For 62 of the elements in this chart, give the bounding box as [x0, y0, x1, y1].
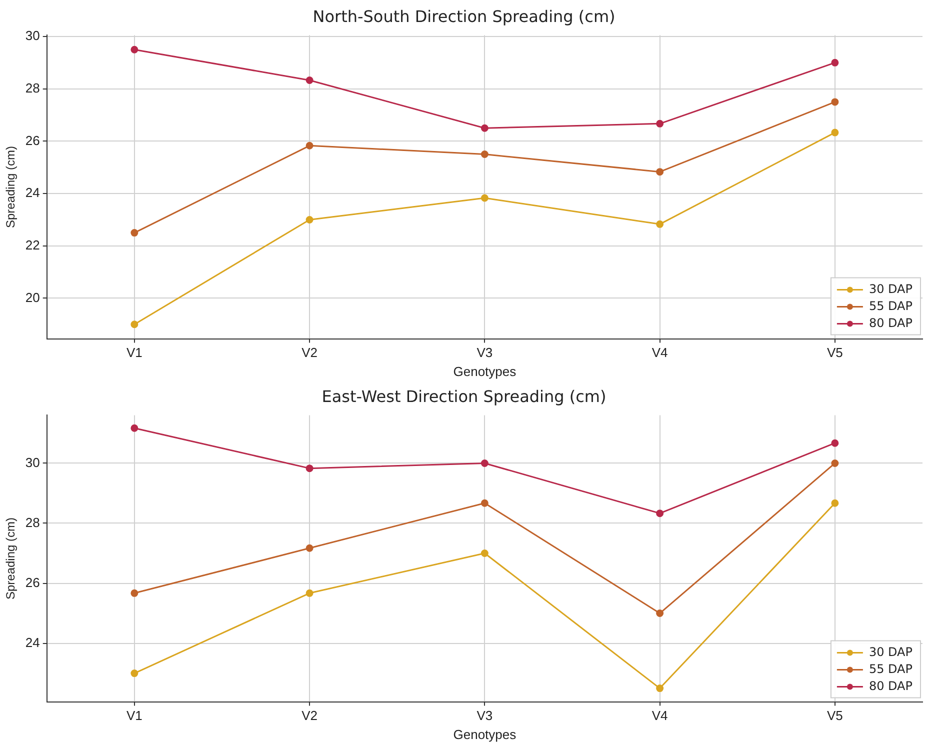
x-tick-label: V4: [652, 708, 668, 724]
point: [656, 168, 664, 176]
point: [831, 128, 839, 136]
point: [831, 98, 839, 106]
legend-label: 80 DAP: [868, 678, 913, 693]
point: [480, 550, 488, 557]
y-tick-label: 28: [25, 514, 40, 530]
legend-label: 55 DAP: [868, 662, 913, 676]
point: [831, 499, 839, 507]
x-tick-label: V2: [302, 345, 318, 360]
point: [306, 464, 314, 472]
point: [130, 670, 138, 678]
legend-label: 55 DAP: [868, 298, 913, 313]
y-axis-title: Spreading (cm): [4, 146, 18, 228]
legend-label: 30 DAP: [868, 282, 913, 296]
point: [656, 120, 664, 128]
y-tick-label: 26: [25, 574, 40, 590]
x-tick-label: V3: [476, 345, 493, 360]
point: [831, 459, 839, 467]
y-axis-title: Spreading (cm): [4, 517, 18, 600]
point: [480, 150, 488, 158]
point: [656, 510, 664, 518]
x-tick-label: V2: [302, 708, 318, 724]
y-tick-label: 22: [25, 237, 40, 252]
point: [306, 142, 314, 150]
y-tick-label: 26: [25, 132, 40, 148]
legend-label: 80 DAP: [868, 316, 913, 330]
y-tick-label: 24: [25, 634, 40, 650]
legend-label: 30 DAP: [868, 644, 913, 659]
x-tick-label: V4: [652, 345, 668, 360]
point: [656, 220, 664, 228]
chart-title: East-West Direction Spreading (cm): [322, 386, 606, 406]
y-tick-label: 28: [25, 80, 40, 96]
x-tick-label: V1: [126, 345, 142, 360]
point: [306, 216, 314, 224]
point: [306, 76, 314, 84]
point: [480, 499, 488, 507]
point: [130, 589, 138, 597]
x-tick-label: V1: [126, 708, 142, 724]
point: [130, 320, 138, 328]
y-tick-label: 30: [25, 28, 40, 44]
point: [130, 229, 138, 237]
chart-title: North-South Direction Spreading (cm): [312, 6, 616, 26]
x-axis-title: Genotypes: [453, 364, 517, 379]
point: [656, 610, 664, 618]
x-tick-label: V3: [476, 708, 493, 724]
y-tick-label: 30: [25, 454, 40, 470]
point: [130, 424, 138, 432]
point: [480, 194, 488, 202]
point: [306, 544, 314, 552]
x-tick-label: V5: [826, 345, 843, 360]
point: [831, 58, 839, 66]
point: [831, 439, 839, 447]
point: [480, 124, 488, 132]
x-tick-label: V5: [826, 708, 843, 724]
point: [656, 684, 664, 692]
point: [480, 459, 488, 467]
point: [130, 46, 138, 54]
x-axis-title: Genotypes: [453, 726, 517, 742]
y-tick-label: 24: [25, 185, 40, 200]
y-tick-label: 20: [25, 290, 40, 305]
point: [306, 589, 314, 597]
